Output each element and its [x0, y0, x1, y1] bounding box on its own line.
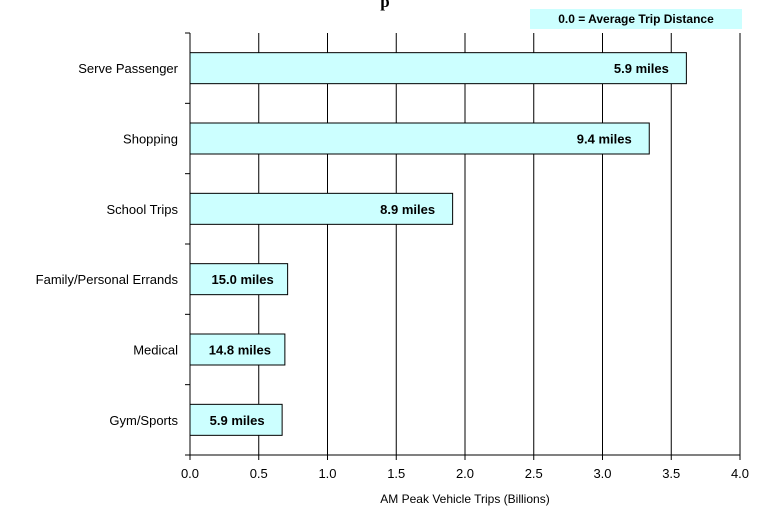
- x-tick-label: 0.5: [250, 466, 268, 481]
- data-labels: 5.9 miles 9.4 miles 8.9 miles 15.0 miles 14.…: [198, 58, 681, 430]
- category-label: Gym/Sports: [109, 413, 178, 428]
- legend-note-box: [530, 9, 742, 29]
- data-label: 9.4 miles: [577, 132, 632, 147]
- gridlines: [258, 33, 741, 455]
- data-label: 8.9 miles: [380, 202, 435, 217]
- data-label-box: [368, 198, 447, 219]
- x-axis-title: AM Peak Vehicle Trips (Billions): [380, 492, 549, 506]
- data-label: 14.8 miles: [209, 343, 271, 358]
- category-labels: Serve Passenger Shopping School Trips Famil…: [36, 61, 179, 428]
- data-label-box: [198, 409, 277, 430]
- data-label: 15.0 miles: [212, 272, 274, 287]
- bars: [189, 52, 687, 436]
- category-label: School Trips: [106, 202, 178, 217]
- data-label: 5.9 miles: [614, 61, 669, 76]
- category-label: Family/Personal Errands: [36, 272, 179, 287]
- category-label: Shopping: [123, 132, 178, 147]
- legend-note: 0.0 = Average Trip Distance: [530, 9, 742, 29]
- data-label-box: [602, 58, 681, 79]
- chart-title-fragment: p: [380, 0, 389, 11]
- category-label: Medical: [133, 343, 178, 358]
- data-label: 5.9 miles: [210, 413, 265, 428]
- category-label: Serve Passenger: [78, 61, 178, 76]
- x-tick-labels: 0.0 0.5 1.0 1.5 2.0 2.5 3.0 3.5 4.0: [181, 466, 749, 481]
- data-label-box: [200, 339, 279, 360]
- x-tick-label: 2.5: [525, 466, 543, 481]
- x-tick-label: 3.0: [593, 466, 611, 481]
- x-tick-label: 0.0: [181, 466, 199, 481]
- legend-note-text: 0.0 = Average Trip Distance: [558, 12, 714, 26]
- data-label-box: [565, 128, 644, 149]
- x-tick-label: 1.0: [318, 466, 336, 481]
- x-tick-label: 2.0: [456, 466, 474, 481]
- axes: [185, 32, 741, 460]
- data-label-box: [203, 269, 282, 290]
- x-tick-label: 3.5: [662, 466, 680, 481]
- x-tick-label: 1.5: [387, 466, 405, 481]
- x-tick-label: 4.0: [731, 466, 749, 481]
